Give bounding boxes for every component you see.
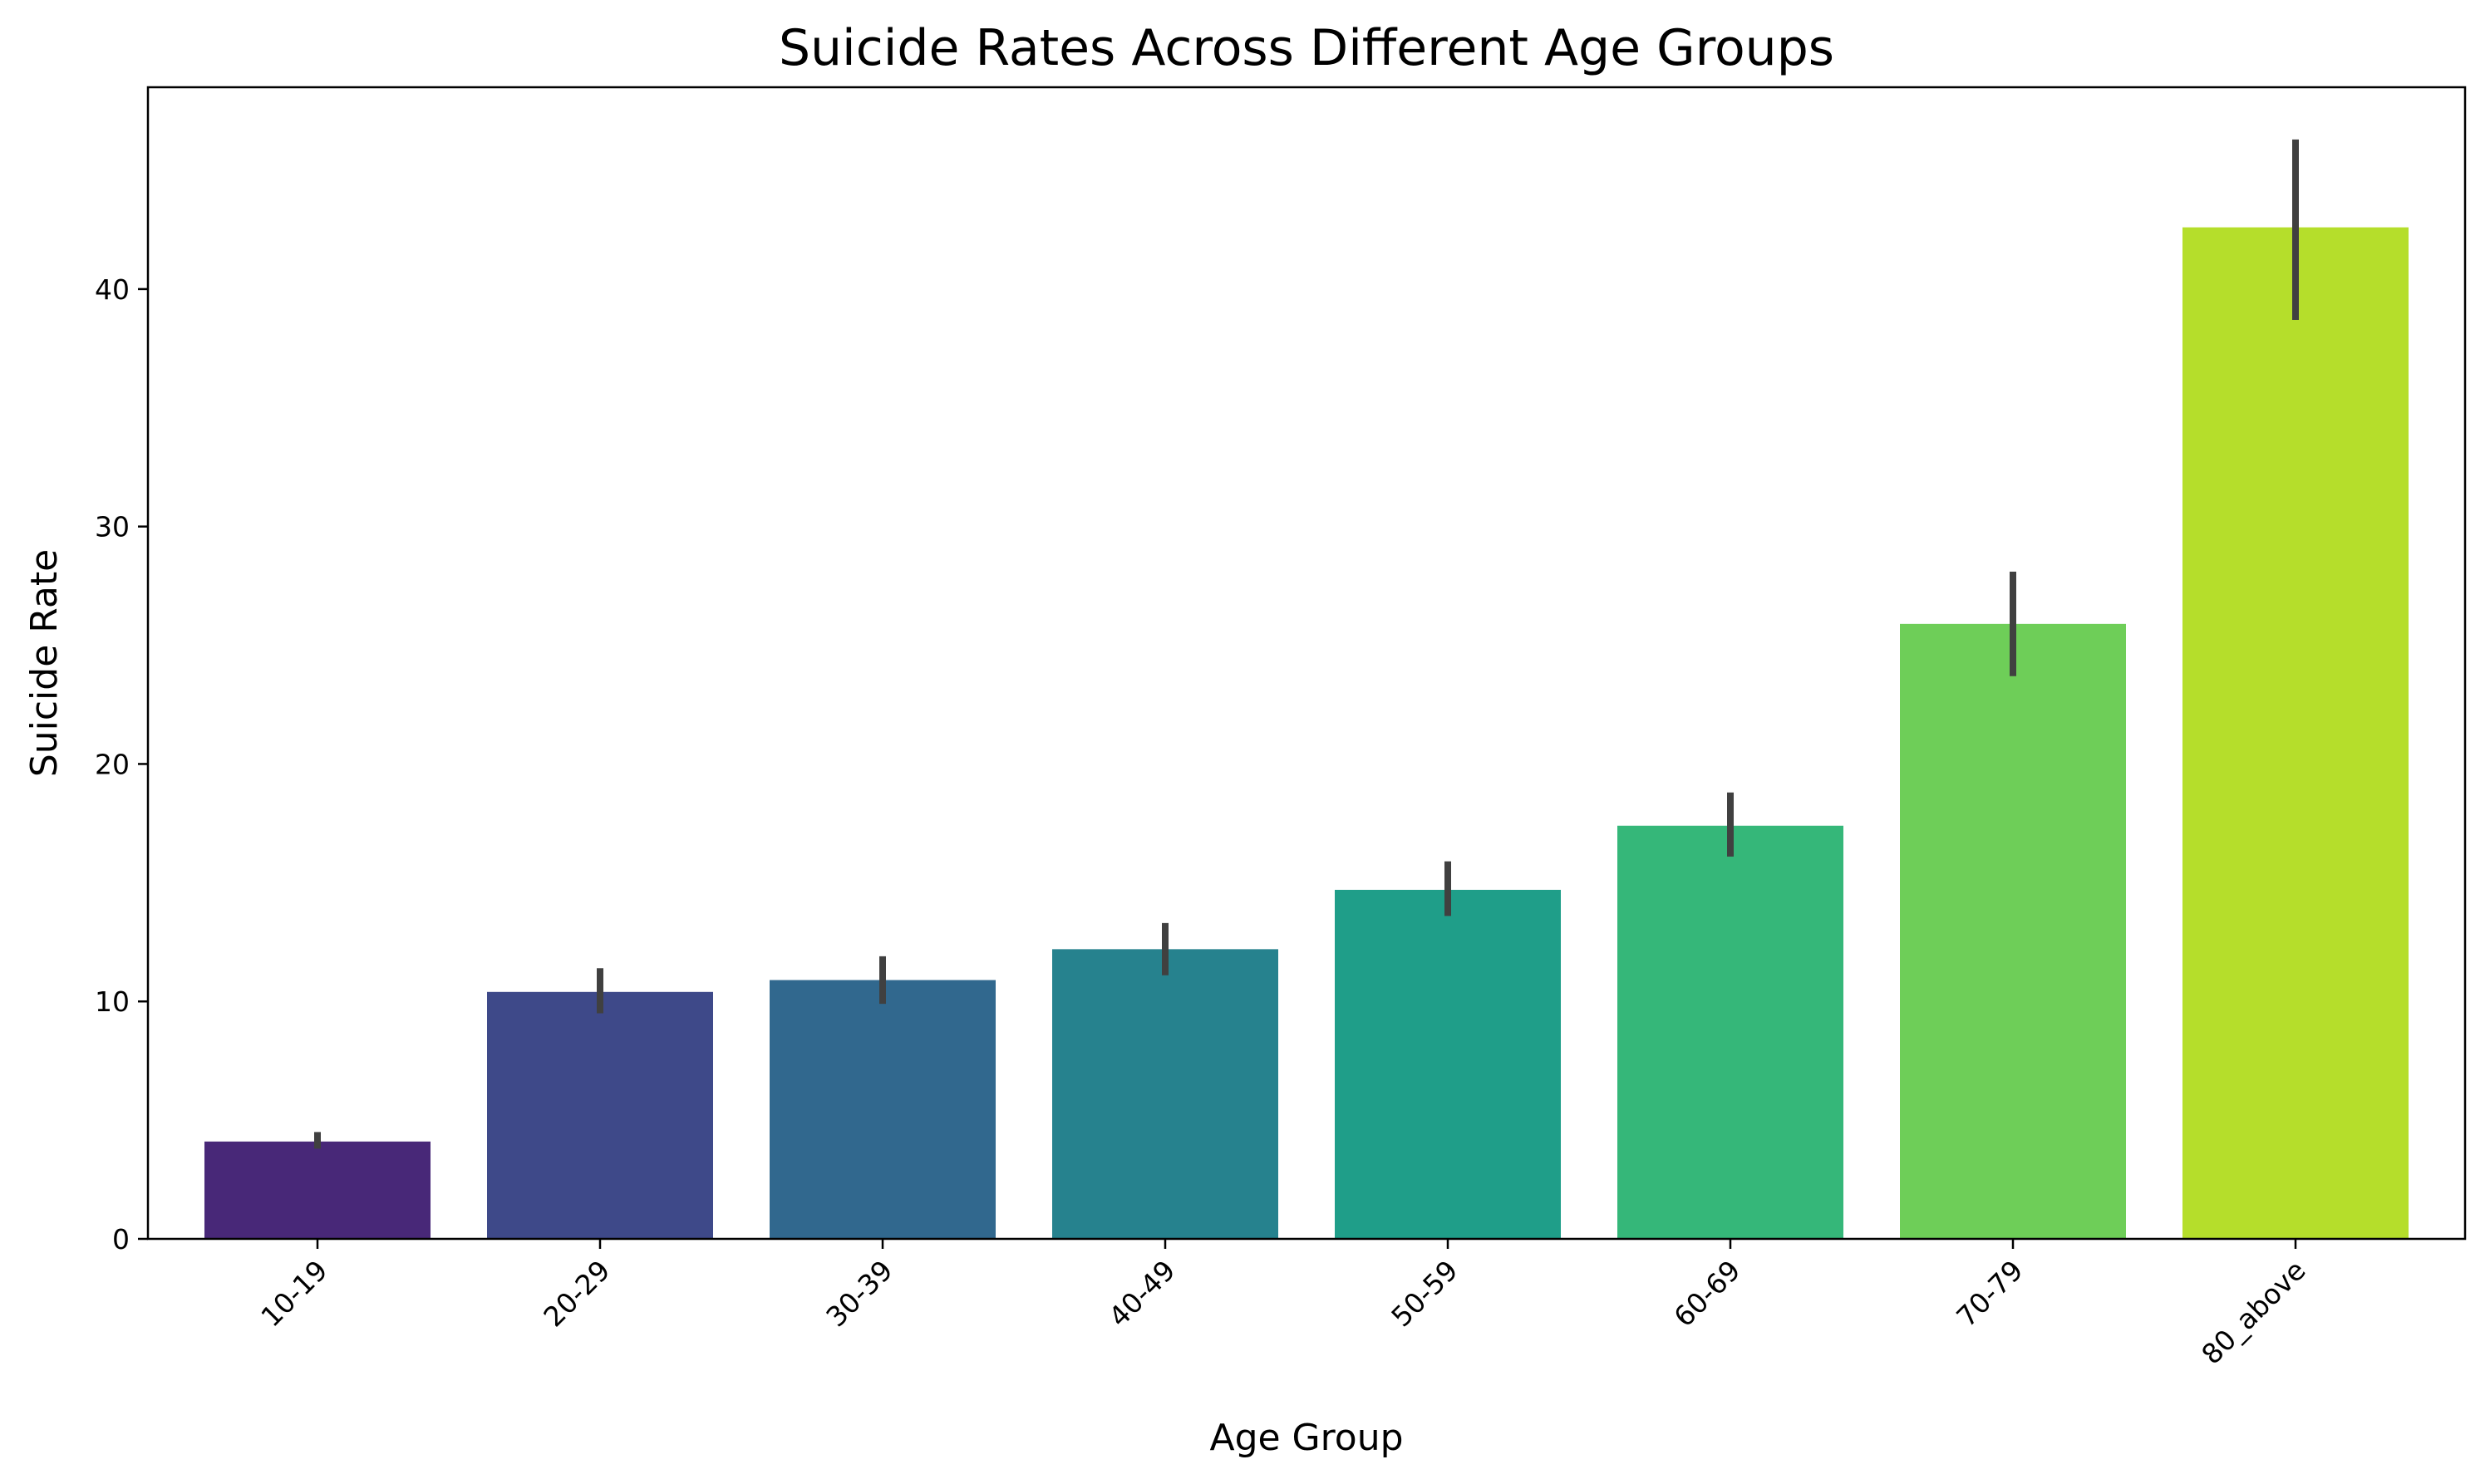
error-bars-group <box>314 139 2299 1149</box>
y-tick-label-30: 30 <box>95 511 130 543</box>
bar-50-59 <box>1335 889 1561 1239</box>
bar-60-69 <box>1617 825 1843 1239</box>
x-axis-label: Age Group <box>1209 1417 1403 1459</box>
y-tick-label-20: 20 <box>95 748 130 780</box>
bars-group <box>204 227 2409 1239</box>
y-tick-label-10: 10 <box>95 985 130 1018</box>
chart-title: Suicide Rates Across Different Age Group… <box>779 19 1834 77</box>
bar-20-29 <box>487 991 713 1239</box>
y-tick-label-0: 0 <box>112 1223 130 1256</box>
plot-frame <box>146 86 2467 1241</box>
y-tick-label-40: 40 <box>95 273 130 306</box>
bar-10-19 <box>204 1141 431 1239</box>
bar-80_above <box>2182 227 2409 1239</box>
bar-30-39 <box>770 980 996 1239</box>
bar-40-49 <box>1052 949 1278 1239</box>
y-axis-label: Suicide Rate <box>23 549 66 777</box>
y-axis: 0 10 20 30 40 <box>95 273 148 1256</box>
bar-70-79 <box>1900 623 2126 1239</box>
